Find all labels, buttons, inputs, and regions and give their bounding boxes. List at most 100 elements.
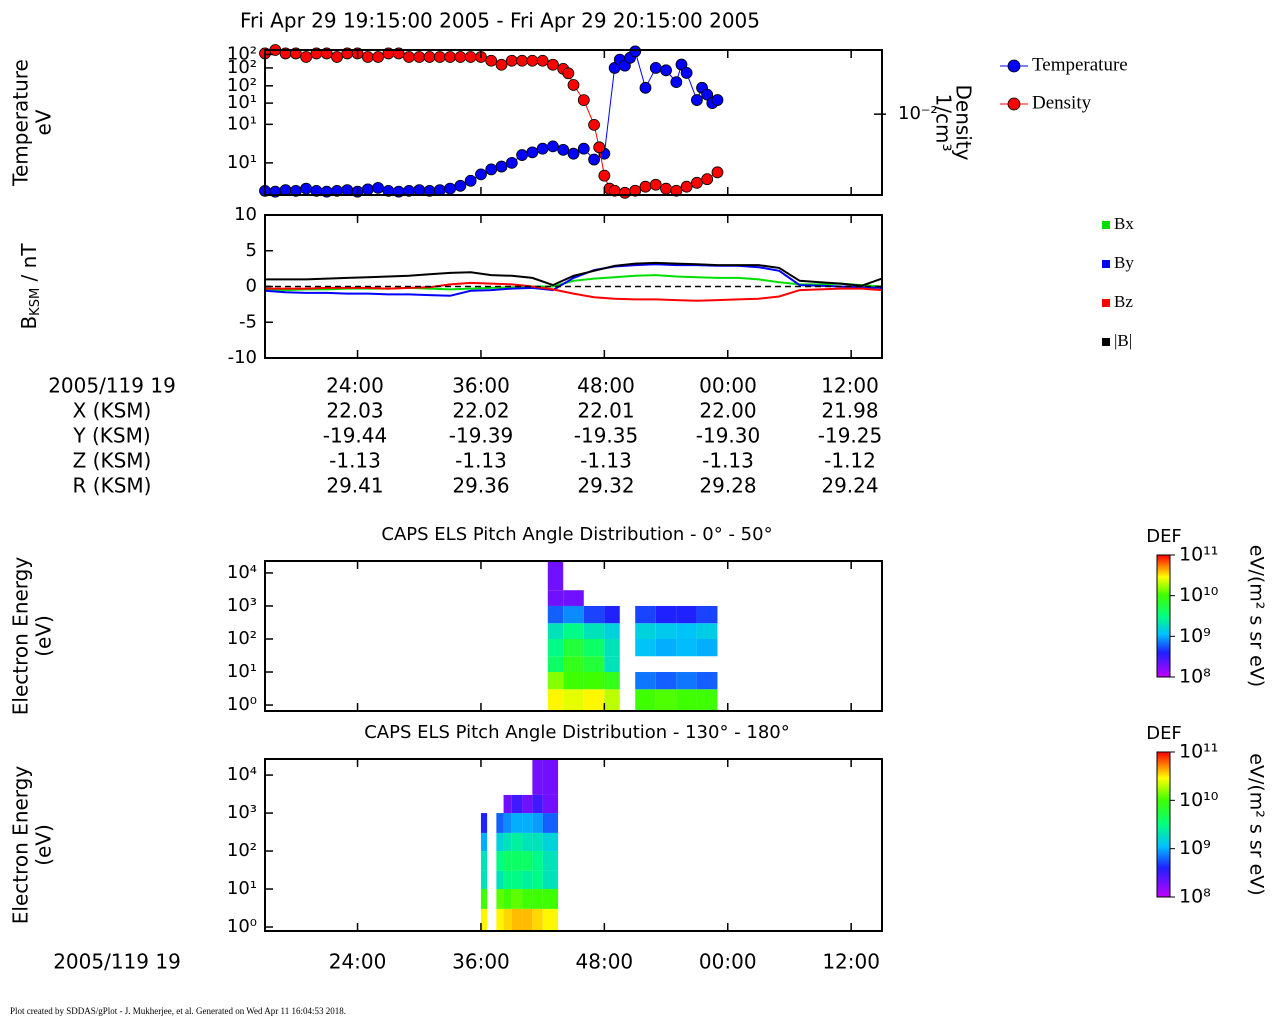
series-marker (413, 51, 426, 63)
heatmap-cell (655, 672, 677, 690)
ephemeris-value: 22.02 (452, 399, 509, 423)
colorbar-unit: eV/(m² s sr eV) (1246, 753, 1268, 895)
series-marker (444, 182, 457, 195)
heatmap-cell (496, 832, 504, 852)
heatmap-cell (604, 689, 620, 711)
heatmap-cell (547, 561, 564, 591)
series-marker (372, 51, 385, 63)
y-tick-label: 10² (227, 75, 257, 96)
series-marker (691, 176, 703, 189)
ephemeris-value: 00:00 (699, 374, 757, 398)
colorbar (1156, 751, 1171, 898)
series-marker (577, 94, 590, 107)
series-marker (649, 178, 662, 191)
heatmap-cell (522, 851, 533, 871)
colorbar-tick-label: 10⁸ (1179, 666, 1211, 688)
y-tick-label: 10⁴ (227, 764, 257, 785)
ephemeris-label: R (KSM) (73, 474, 152, 498)
heatmap-cell (604, 638, 620, 657)
heatmap-cell (503, 851, 512, 871)
series-marker (485, 163, 498, 176)
series-marker (464, 51, 477, 63)
series-marker (464, 174, 477, 187)
heatmap-cell (480, 908, 488, 931)
heatmap-cell (547, 656, 564, 673)
ephemeris-value: -19.30 (696, 424, 760, 448)
heatmap-cell (496, 813, 504, 833)
plot-title: Fri Apr 29 19:15:00 2005 - Fri Apr 29 20… (240, 9, 760, 33)
legend-label: Bz (1114, 292, 1133, 311)
series-marker (300, 182, 313, 195)
ephemeris-value: -1.13 (702, 449, 754, 473)
series-marker (567, 147, 580, 160)
heatmap-cell (511, 870, 523, 890)
heatmap-cell (547, 623, 564, 639)
series-marker (639, 180, 652, 193)
series-line (265, 281, 883, 302)
heatmap-cell (511, 832, 523, 852)
heatmap-cell (655, 605, 677, 624)
heatmap-cell (522, 832, 533, 852)
heatmap-cell (496, 889, 504, 909)
series-marker (361, 183, 374, 196)
legend-swatch (1102, 299, 1110, 307)
series-marker (588, 153, 600, 166)
series-marker (562, 67, 575, 80)
y-tick-label: 10² (227, 43, 257, 64)
heatmap-cell (563, 623, 584, 639)
y-tick-label: 10³ (227, 595, 257, 616)
heatmap-cell (604, 623, 620, 639)
heatmap-cell (635, 672, 656, 690)
x-tick-label: 48:00 (576, 950, 634, 974)
colorbar-unit: eV/(m² s sr eV) (1246, 545, 1268, 687)
ephemeris-value: -1.13 (580, 449, 632, 473)
heatmap-cell (511, 851, 523, 871)
heatmap-cell (563, 590, 584, 606)
colorbar-tick-label: 10¹¹ (1179, 741, 1218, 763)
heatmap-cell (563, 605, 584, 624)
ephemeris-value: -19.35 (574, 424, 638, 448)
panel-frame (264, 560, 883, 712)
series-marker (526, 54, 539, 67)
heatmap-cell (503, 870, 512, 890)
legend-swatch (1102, 260, 1110, 268)
series-marker (629, 45, 642, 58)
series-marker (567, 79, 580, 91)
series-marker (433, 51, 446, 63)
series-marker (547, 140, 559, 153)
heatmap-cell (547, 605, 564, 624)
series-line (264, 263, 883, 297)
series-marker (711, 166, 724, 179)
heatmap-cell (696, 672, 718, 690)
heatmap-cell (604, 605, 620, 624)
y-tick-label: 5 (246, 240, 257, 261)
y-axis-label: eV (32, 109, 56, 135)
series-marker (361, 51, 374, 63)
heatmap-cell (635, 605, 656, 624)
series-marker (701, 88, 714, 101)
heatmap-cell (583, 672, 605, 690)
heatmap-cell (696, 689, 718, 711)
legend-label: By (1114, 253, 1134, 272)
heatmap-cell (655, 689, 677, 711)
y-tick-label: 10¹ (227, 661, 257, 682)
heatmap-cell (511, 908, 523, 931)
series-marker (372, 181, 385, 194)
colorbar (1156, 554, 1171, 678)
series-marker (680, 180, 693, 193)
x-tick-label: 12:00 (822, 950, 880, 974)
series-marker (701, 173, 714, 186)
legend-label: Density (1032, 92, 1092, 113)
heatmap-cell (511, 813, 523, 833)
ephemeris-value: 29.41 (326, 474, 383, 498)
legend-swatch (1102, 338, 1110, 346)
panel-title: CAPS ELS Pitch Angle Distribution - 0° -… (381, 524, 772, 545)
series-marker (577, 142, 590, 155)
series-marker (691, 94, 703, 106)
series-marker (536, 54, 549, 67)
heatmap-cell (542, 870, 559, 890)
heatmap-cell (563, 638, 584, 657)
series-line (265, 261, 883, 287)
ephemeris-value: 48:00 (577, 374, 635, 398)
